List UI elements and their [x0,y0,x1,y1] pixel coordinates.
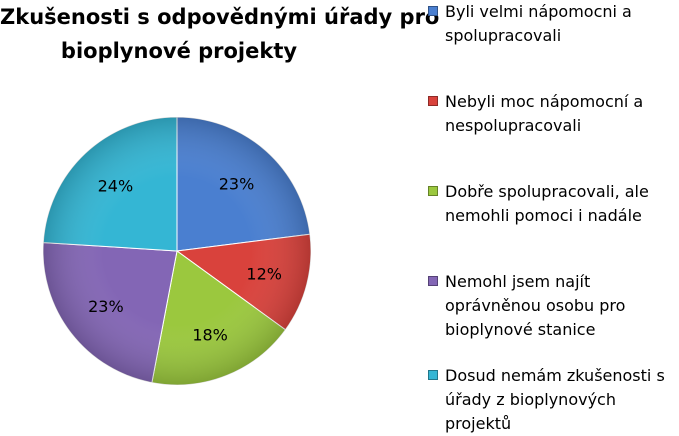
slice-label-not-helpful: 12% [246,264,282,283]
chart-title-line-2: bioplynové projekty [60,39,298,63]
slice-label-no-person: 23% [88,297,124,316]
slice-label-no-experience: 24% [98,176,134,195]
pie-shading [43,117,311,385]
slice-label-helpful: 23% [219,175,255,194]
slice-label-cooperated: 18% [192,326,228,345]
